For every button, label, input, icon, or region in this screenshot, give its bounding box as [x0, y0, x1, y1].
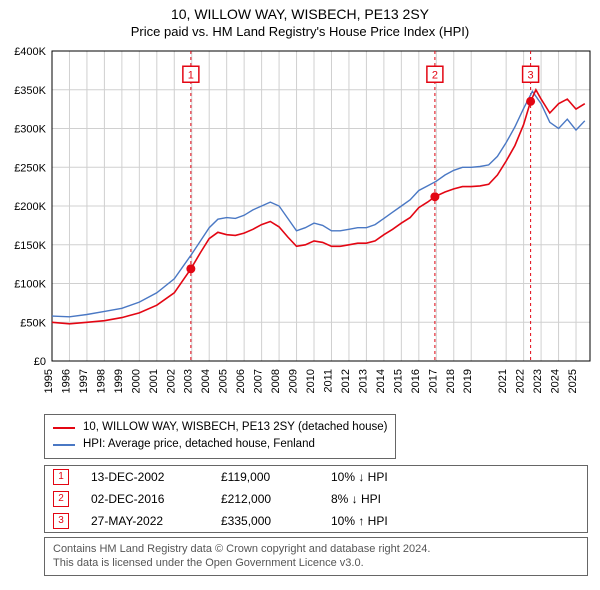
svg-text:2006: 2006 [235, 369, 247, 393]
svg-text:£200K: £200K [14, 201, 46, 213]
svg-text:£150K: £150K [14, 240, 46, 252]
svg-text:2013: 2013 [357, 369, 369, 393]
legend: 10, WILLOW WAY, WISBECH, PE13 2SY (detac… [44, 414, 396, 459]
legend-label: 10, WILLOW WAY, WISBECH, PE13 2SY (detac… [83, 419, 387, 436]
transaction-price: £119,000 [221, 470, 331, 484]
svg-text:1997: 1997 [78, 369, 90, 393]
svg-text:2023: 2023 [532, 369, 544, 393]
svg-text:2003: 2003 [183, 369, 195, 393]
transaction-hpi-delta: 8% ↓ HPI [331, 492, 451, 506]
svg-text:2007: 2007 [253, 369, 265, 393]
chart-title: 10, WILLOW WAY, WISBECH, PE13 2SY [0, 6, 600, 22]
svg-text:1998: 1998 [95, 369, 107, 393]
svg-text:1999: 1999 [113, 369, 125, 393]
transaction-price: £335,000 [221, 514, 331, 528]
svg-text:2021: 2021 [497, 369, 509, 393]
svg-text:3: 3 [528, 69, 534, 81]
svg-text:2012: 2012 [340, 369, 352, 393]
transaction-hpi-delta: 10% ↓ HPI [331, 470, 451, 484]
svg-text:2005: 2005 [218, 369, 230, 393]
svg-text:2019: 2019 [462, 369, 474, 393]
svg-text:2002: 2002 [165, 369, 177, 393]
transaction-row: 2 02-DEC-2016£212,0008% ↓ HPI [45, 488, 587, 510]
transaction-marker-badge: 3 [53, 513, 69, 529]
svg-text:2008: 2008 [270, 369, 282, 393]
transaction-row: 1 13-DEC-2002£119,00010% ↓ HPI [45, 466, 587, 488]
transaction-row: 3 27-MAY-2022£335,00010% ↑ HPI [45, 510, 587, 532]
svg-text:2025: 2025 [567, 369, 579, 393]
legend-swatch [53, 427, 75, 429]
svg-text:2004: 2004 [200, 369, 212, 393]
svg-text:£250K: £250K [14, 162, 46, 174]
transaction-date: 13-DEC-2002 [91, 470, 221, 484]
svg-text:£400K: £400K [14, 46, 46, 58]
svg-text:£100K: £100K [14, 279, 46, 291]
legend-label: HPI: Average price, detached house, Fenl… [83, 436, 315, 453]
transaction-marker-badge: 2 [53, 491, 69, 507]
transaction-date: 02-DEC-2016 [91, 492, 221, 506]
attribution: Contains HM Land Registry data © Crown c… [44, 537, 588, 577]
svg-text:2010: 2010 [305, 369, 317, 393]
svg-text:2001: 2001 [148, 369, 160, 393]
chart-subtitle: Price paid vs. HM Land Registry's House … [0, 24, 600, 39]
transaction-price: £212,000 [221, 492, 331, 506]
transaction-hpi-delta: 10% ↑ HPI [331, 514, 451, 528]
transaction-marker-badge: 1 [53, 469, 69, 485]
legend-item: HPI: Average price, detached house, Fenl… [53, 436, 387, 453]
svg-text:£50K: £50K [20, 317, 46, 329]
svg-text:2014: 2014 [375, 369, 387, 393]
svg-text:2017: 2017 [427, 369, 439, 393]
svg-text:£350K: £350K [14, 85, 46, 97]
svg-text:2000: 2000 [130, 369, 142, 393]
svg-text:2009: 2009 [288, 369, 300, 393]
svg-text:2011: 2011 [322, 369, 334, 393]
svg-text:£0: £0 [34, 356, 46, 368]
svg-text:2018: 2018 [445, 369, 457, 393]
line-chart: £0 £50K £100K £150K £200K £250K £300K £350K £400… [0, 43, 600, 403]
svg-text:1995: 1995 [43, 369, 55, 393]
transaction-date: 27-MAY-2022 [91, 514, 221, 528]
svg-text:£300K: £300K [14, 124, 46, 136]
chart-container: £0 £50K £100K £150K £200K £250K £300K £350K £400… [0, 43, 600, 408]
attribution-line: This data is licensed under the Open Gov… [53, 556, 579, 571]
svg-text:2022: 2022 [515, 369, 527, 393]
svg-text:2: 2 [432, 69, 438, 81]
svg-text:1996: 1996 [60, 369, 72, 393]
legend-swatch [53, 444, 75, 446]
svg-text:2024: 2024 [550, 369, 562, 393]
svg-text:2016: 2016 [410, 369, 422, 393]
svg-text:1: 1 [188, 69, 194, 81]
legend-item: 10, WILLOW WAY, WISBECH, PE13 2SY (detac… [53, 419, 387, 436]
svg-text:2015: 2015 [392, 369, 404, 393]
transactions-table: 1 13-DEC-2002£119,00010% ↓ HPI 2 02-DEC-201… [44, 465, 588, 533]
attribution-line: Contains HM Land Registry data © Crown c… [53, 542, 579, 557]
